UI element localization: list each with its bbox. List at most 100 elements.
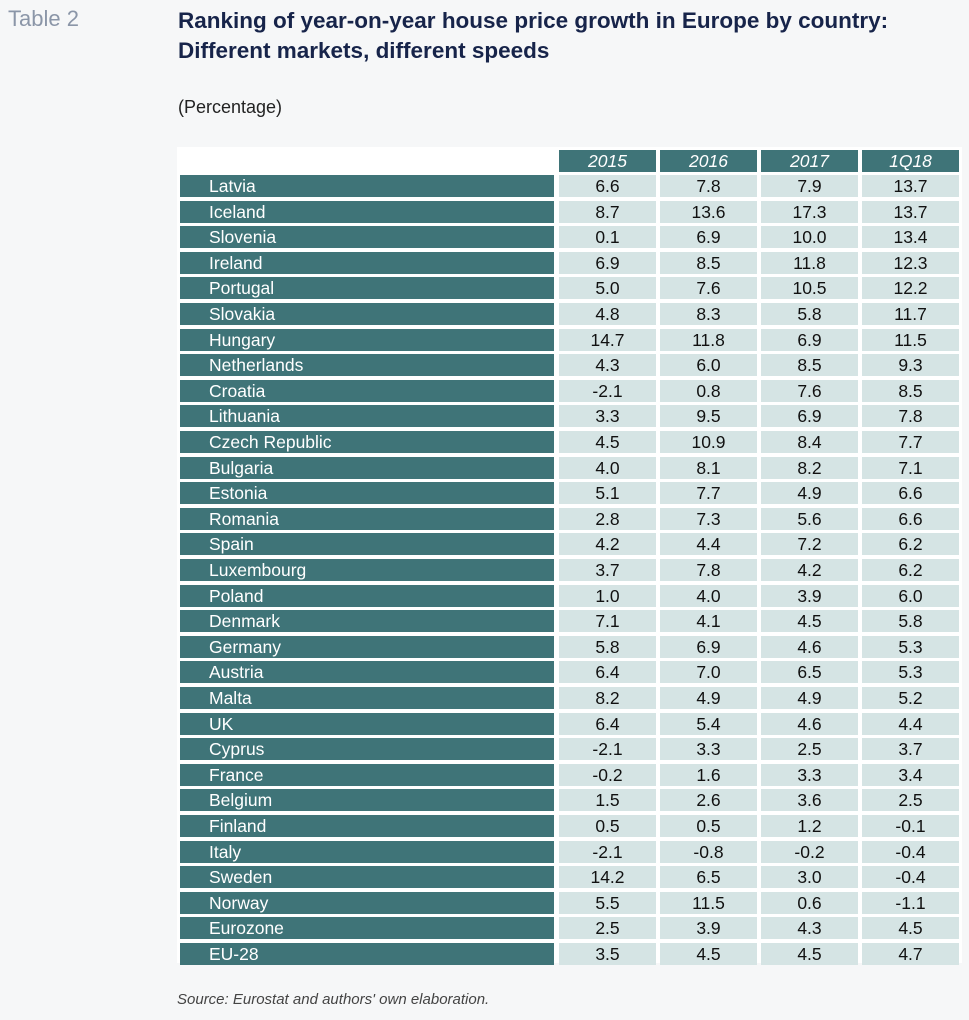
value-cell: 5.3 [862, 661, 959, 684]
value-cell: 8.1 [660, 456, 757, 479]
country-name: Belgium [180, 789, 554, 812]
value-cell: 4.4 [660, 533, 757, 556]
value-cell: 5.8 [862, 610, 959, 633]
value-cell: 12.2 [862, 277, 959, 300]
value-cell: 14.2 [559, 866, 656, 889]
value-cell: -0.1 [862, 815, 959, 837]
table-row: Portugal 5.0 7.6 10.5 12.2 [177, 277, 962, 300]
value-cell: 3.4 [862, 763, 959, 786]
value-cell: 3.6 [761, 789, 858, 812]
value-cell: 11.5 [862, 328, 959, 351]
country-name: Luxembourg [180, 559, 554, 581]
table-row: Netherlands 4.3 6.0 8.5 9.3 [177, 354, 962, 377]
value-cell: 0.6 [761, 891, 858, 914]
value-cell: 9.3 [862, 354, 959, 377]
country-name: Netherlands [180, 354, 554, 377]
value-cell: -1.1 [862, 891, 959, 914]
value-cell: -0.4 [862, 840, 959, 863]
value-cell: 5.0 [559, 277, 656, 300]
value-cell: 7.7 [660, 482, 757, 505]
value-cell: 7.1 [559, 610, 656, 633]
value-cell: 1.2 [761, 815, 858, 837]
value-cell: 6.0 [660, 354, 757, 377]
value-cell: 4.2 [559, 533, 656, 556]
country-name: Eurozone [180, 917, 554, 940]
value-cell: 8.2 [559, 687, 656, 709]
value-cell: 10.9 [660, 431, 757, 453]
table-row: Austria 6.4 7.0 6.5 5.3 [177, 661, 962, 684]
table-row: Luxembourg 3.7 7.8 4.2 6.2 [177, 559, 962, 581]
value-cell: 6.5 [660, 866, 757, 889]
table-row: Slovakia 4.8 8.3 5.8 11.7 [177, 303, 962, 325]
value-cell: 4.5 [761, 943, 858, 965]
value-cell: 10.5 [761, 277, 858, 300]
table-label: Table 2 [8, 6, 79, 31]
country-name: Malta [180, 687, 554, 709]
value-cell: 3.7 [862, 738, 959, 761]
table-row: Slovenia 0.1 6.9 10.0 13.4 [177, 226, 962, 249]
country-name: Italy [180, 840, 554, 863]
table-row: Hungary 14.7 11.8 6.9 11.5 [177, 328, 962, 351]
value-cell: 0.5 [660, 815, 757, 837]
value-cell: 5.8 [559, 635, 656, 658]
value-cell: 4.6 [761, 635, 858, 658]
value-cell: 3.0 [761, 866, 858, 889]
country-name: Latvia [180, 175, 554, 197]
value-cell: 12.3 [862, 251, 959, 274]
value-cell: 5.6 [761, 507, 858, 530]
value-cell: 5.3 [862, 635, 959, 658]
value-cell: 8.5 [761, 354, 858, 377]
table-row: Iceland 8.7 13.6 17.3 13.7 [177, 200, 962, 223]
value-cell: 4.3 [559, 354, 656, 377]
table-row: Belgium 1.5 2.6 3.6 2.5 [177, 789, 962, 812]
table-row: Italy -2.1 -0.8 -0.2 -0.4 [177, 840, 962, 863]
table-row: Ireland 6.9 8.5 11.8 12.3 [177, 251, 962, 274]
value-cell: 11.5 [660, 891, 757, 914]
value-cell: 11.7 [862, 303, 959, 325]
value-cell: 4.0 [660, 584, 757, 607]
value-cell: 6.2 [862, 559, 959, 581]
value-cell: 6.9 [660, 635, 757, 658]
value-cell: -0.2 [559, 763, 656, 786]
country-name: Poland [180, 584, 554, 607]
value-cell: 4.9 [761, 482, 858, 505]
column-header-2016: 2016 [660, 150, 757, 172]
value-cell: 3.9 [761, 584, 858, 607]
table-row: UK 6.4 5.4 4.6 4.4 [177, 712, 962, 735]
country-name: Slovakia [180, 303, 554, 325]
country-name: Estonia [180, 482, 554, 505]
value-cell: 0.1 [559, 226, 656, 249]
value-cell: 8.7 [559, 200, 656, 223]
value-cell: 4.3 [761, 917, 858, 940]
table-row: EU-28 3.5 4.5 4.5 4.7 [177, 943, 962, 965]
table-row: Norway 5.5 11.5 0.6 -1.1 [177, 891, 962, 914]
value-cell: 0.8 [660, 379, 757, 402]
country-name: Romania [180, 507, 554, 530]
country-name: Finland [180, 815, 554, 837]
value-cell: 5.4 [660, 712, 757, 735]
country-name: Cyprus [180, 738, 554, 761]
country-name: Sweden [180, 866, 554, 889]
value-cell: 7.8 [862, 405, 959, 428]
table-header-row: 2015 2016 2017 1Q18 [177, 150, 962, 172]
table-row: Latvia 6.6 7.8 7.9 13.7 [177, 175, 962, 197]
value-cell: 1.6 [660, 763, 757, 786]
value-cell: 6.9 [761, 405, 858, 428]
value-cell: 4.5 [559, 431, 656, 453]
value-cell: 3.5 [559, 943, 656, 965]
table-row: Eurozone 2.5 3.9 4.3 4.5 [177, 917, 962, 940]
table-row: Sweden 14.2 6.5 3.0 -0.4 [177, 866, 962, 889]
country-name: Lithuania [180, 405, 554, 428]
value-cell: 13.4 [862, 226, 959, 249]
value-cell: 6.5 [761, 661, 858, 684]
table-row: Estonia 5.1 7.7 4.9 6.6 [177, 482, 962, 505]
country-name: Hungary [180, 328, 554, 351]
value-cell: 3.3 [559, 405, 656, 428]
table-row: Romania 2.8 7.3 5.6 6.6 [177, 507, 962, 530]
column-header-2015: 2015 [559, 150, 656, 172]
country-name: UK [180, 712, 554, 735]
value-cell: 3.3 [660, 738, 757, 761]
value-cell: 5.2 [862, 687, 959, 709]
value-cell: 13.7 [862, 175, 959, 197]
value-cell: 2.6 [660, 789, 757, 812]
